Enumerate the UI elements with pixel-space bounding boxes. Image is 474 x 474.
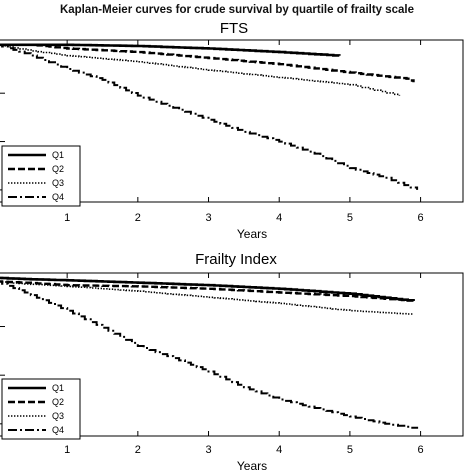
x-tick-label: 5	[347, 444, 353, 456]
x-tick-label: 2	[135, 444, 141, 456]
x-tick-label: 3	[205, 444, 211, 456]
curves	[0, 43, 419, 190]
legend-label-q3: Q3	[52, 411, 64, 421]
legend-label-q4: Q4	[52, 425, 64, 435]
x-tick-label: 4	[276, 444, 282, 456]
x-axis-label: Years	[237, 227, 267, 241]
curve-q1	[0, 43, 341, 57]
panel-frailty-index: Frailty Index 1 2 3 4 5 6 Q1 Q2 Q3 Q4 Years	[0, 251, 464, 473]
x-axis-label: Years	[237, 459, 267, 473]
figure-title: Kaplan-Meier curves for crude survival b…	[60, 4, 414, 16]
axes-frame	[0, 39, 464, 203]
x-tick-label: 4	[276, 212, 282, 224]
legend-label-q4: Q4	[52, 192, 64, 202]
legend: Q1 Q2 Q3 Q4	[1, 145, 81, 207]
legend-label-q1: Q1	[52, 383, 64, 393]
axes: 1 2 3 4 5 6	[0, 272, 464, 456]
legend-label-q3: Q3	[52, 178, 64, 188]
x-tick-label: 5	[347, 212, 353, 224]
x-tick-label: 1	[64, 212, 70, 224]
legend-label-q1: Q1	[52, 150, 64, 160]
curve-q1	[0, 276, 415, 302]
x-tick-label: 6	[418, 444, 424, 456]
curve-q4	[0, 280, 419, 429]
legend-label-q2: Q2	[52, 397, 64, 407]
curve-q3	[0, 44, 401, 96]
curve-q4	[0, 43, 419, 190]
x-tick-label: 6	[418, 212, 424, 224]
legend-label-q2: Q2	[52, 164, 64, 174]
x-tick-label: 1	[64, 444, 70, 456]
axes-frame	[0, 272, 464, 437]
panel-title: Frailty Index	[195, 251, 277, 268]
curve-q2	[0, 43, 415, 83]
panel-title: FTS	[220, 20, 248, 37]
curve-q2	[0, 280, 415, 302]
curves	[0, 276, 419, 429]
x-tick-label: 2	[135, 212, 141, 224]
x-tick-label: 3	[205, 212, 211, 224]
legend: Q1 Q2 Q3 Q4	[1, 378, 81, 440]
curve-q3	[0, 280, 415, 315]
panel-fts: FTS 1 2 3 4 5 6 Q1 Q2 Q3 Q4 Years	[0, 20, 464, 241]
